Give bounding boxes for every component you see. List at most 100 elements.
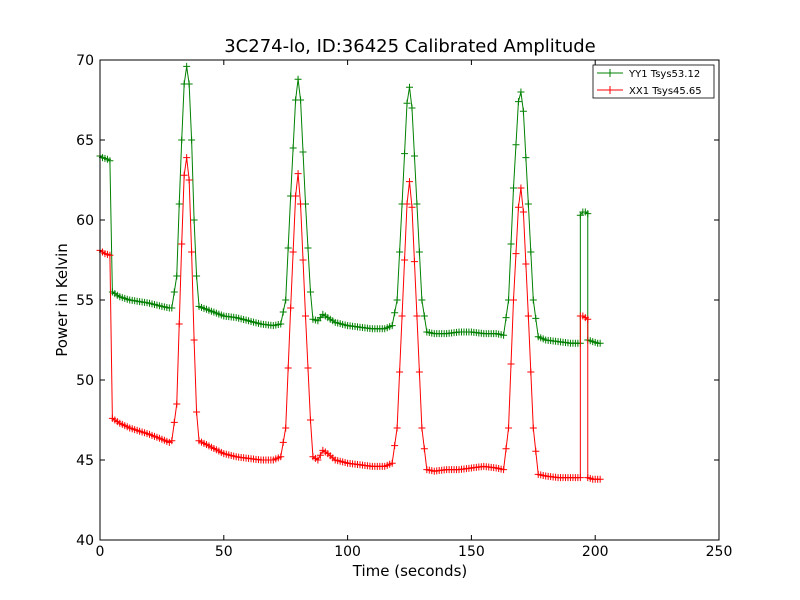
data-point-marker	[302, 312, 310, 320]
data-point-marker	[284, 364, 292, 372]
legend-box	[592, 64, 715, 99]
data-point-marker	[519, 208, 527, 216]
data-point-marker	[529, 424, 537, 432]
data-point-marker	[299, 148, 307, 156]
y-tick-label: 40	[76, 533, 94, 549]
data-point-marker	[527, 368, 535, 376]
data-point-marker	[410, 258, 418, 266]
data-point-marker	[282, 424, 290, 432]
data-point-marker	[413, 200, 421, 208]
data-point-marker	[519, 107, 527, 115]
data-point-marker	[596, 475, 604, 483]
data-point-marker	[170, 418, 178, 426]
data-point-marker	[388, 459, 396, 467]
data-point-marker	[294, 75, 302, 83]
data-point-marker	[509, 296, 517, 304]
data-point-marker	[507, 360, 515, 368]
data-point-marker	[584, 315, 592, 323]
data-point-marker	[304, 244, 312, 252]
data-point-marker	[420, 445, 428, 453]
data-point-marker	[408, 104, 416, 112]
data-point-marker	[282, 296, 290, 304]
data-point-marker	[403, 200, 411, 208]
legend-label-yy1: YY1 Tsys53.12	[628, 69, 700, 80]
data-point-marker	[514, 98, 522, 106]
data-point-marker	[175, 320, 183, 328]
data-point-marker	[185, 80, 193, 88]
x-tick-label: 250	[706, 544, 733, 560]
plot-area	[100, 60, 719, 540]
data-point-marker	[512, 250, 520, 258]
data-point-marker	[576, 474, 584, 482]
y-tick-label: 50	[76, 373, 94, 389]
series-xx1	[96, 154, 604, 483]
data-point-marker	[279, 308, 287, 316]
data-point-marker	[391, 442, 399, 450]
data-point-marker	[180, 171, 188, 179]
data-point-marker	[173, 400, 181, 408]
x-tick-label: 150	[458, 544, 485, 560]
data-point-marker	[532, 314, 540, 322]
data-point-marker	[316, 451, 324, 459]
y-tick-label: 70	[76, 53, 94, 69]
data-point-marker	[287, 304, 295, 312]
data-point-marker	[277, 453, 285, 461]
data-point-marker	[502, 445, 510, 453]
data-point-marker	[279, 438, 287, 446]
data-point-marker	[168, 437, 176, 445]
data-point-marker	[418, 424, 426, 432]
data-point-marker	[188, 136, 196, 144]
data-point-marker	[173, 272, 181, 280]
data-point-marker	[185, 176, 193, 184]
data-point-marker	[403, 99, 411, 107]
data-point-marker	[277, 320, 285, 328]
data-point-marker	[106, 157, 114, 165]
y-tick-label: 55	[76, 293, 94, 309]
data-point-marker	[420, 312, 428, 320]
data-point-marker	[299, 256, 307, 264]
data-point-marker	[410, 152, 418, 160]
data-point-marker	[393, 296, 401, 304]
data-point-marker	[505, 424, 513, 432]
chart-title: 3C274-lo, ID:36425 Calibrated Amplitude	[224, 36, 596, 57]
data-point-marker	[178, 240, 186, 248]
data-point-marker	[596, 339, 604, 347]
data-point-marker	[306, 288, 314, 296]
data-point-marker	[413, 312, 421, 320]
data-point-marker	[284, 244, 292, 252]
data-point-marker	[294, 170, 302, 178]
data-point-marker	[292, 192, 300, 200]
data-point-marker	[183, 154, 191, 162]
data-point-marker	[289, 248, 297, 256]
data-point-marker	[401, 150, 409, 158]
legend: YY1 Tsys53.12 XX1 Tsys45.65	[592, 64, 715, 99]
data-point-marker	[168, 304, 176, 312]
tick-layer	[99, 59, 720, 541]
data-point-marker	[532, 447, 540, 455]
data-point-marker	[517, 184, 525, 192]
data-point-marker	[190, 216, 198, 224]
data-point-marker	[183, 62, 191, 70]
data-point-marker	[396, 248, 404, 256]
data-point-marker	[517, 88, 525, 96]
data-point-marker	[415, 248, 423, 256]
legend-entry-xx1: XX1 Tsys45.65	[597, 86, 702, 97]
x-axis-label: Time (seconds)	[352, 562, 468, 580]
series-layer	[96, 62, 604, 483]
data-point-marker	[584, 210, 592, 218]
y-tick-label: 45	[76, 453, 94, 469]
data-point-marker	[393, 424, 401, 432]
data-point-marker	[391, 309, 399, 317]
series-yy1	[96, 62, 604, 347]
data-point-marker	[529, 296, 537, 304]
data-point-marker	[406, 83, 413, 91]
data-point-marker	[175, 200, 183, 208]
data-point-marker	[500, 466, 508, 474]
data-point-marker	[507, 240, 515, 248]
data-point-marker	[415, 368, 423, 376]
data-point-marker	[527, 248, 535, 256]
data-point-marker	[170, 288, 178, 296]
data-point-marker	[502, 314, 510, 322]
data-point-marker	[401, 256, 409, 264]
